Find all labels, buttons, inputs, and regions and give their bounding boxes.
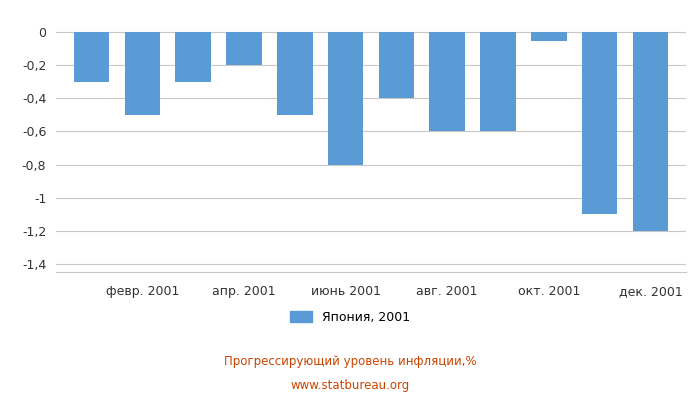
Bar xyxy=(531,32,566,40)
Text: www.statbureau.org: www.statbureau.org xyxy=(290,379,410,392)
Bar xyxy=(176,32,211,82)
Bar xyxy=(328,32,363,164)
Bar xyxy=(582,32,617,214)
Bar xyxy=(226,32,262,65)
Bar xyxy=(633,32,668,231)
Bar xyxy=(74,32,109,82)
Text: Прогрессирующий уровень инфляции,%: Прогрессирующий уровень инфляции,% xyxy=(224,355,476,368)
Bar xyxy=(125,32,160,115)
Bar xyxy=(277,32,313,115)
Legend: Япония, 2001: Япония, 2001 xyxy=(290,311,410,324)
Bar xyxy=(429,32,465,132)
Bar xyxy=(480,32,516,132)
Bar xyxy=(379,32,414,98)
